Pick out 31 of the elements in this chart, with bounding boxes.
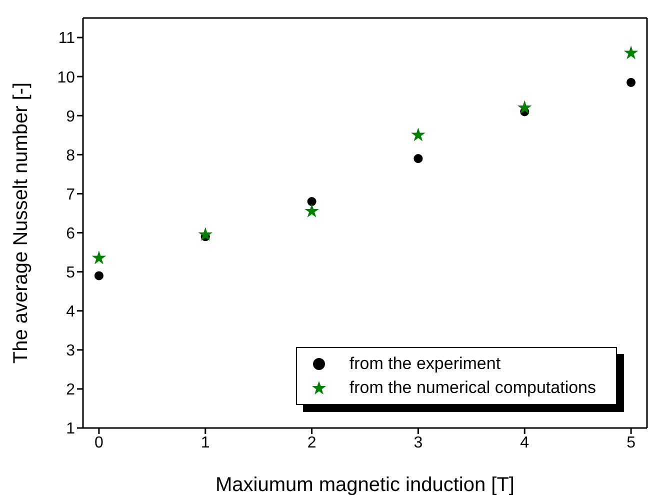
y-tick-label: 2 — [66, 382, 76, 399]
y-tick-label: 6 — [66, 225, 76, 242]
y-tick-label: 8 — [66, 147, 76, 164]
point — [198, 227, 213, 241]
x-tick-label: 3 — [414, 434, 423, 452]
x-tick-label: 0 — [94, 434, 104, 452]
legend-label: from the numerical computations — [349, 377, 596, 399]
point — [626, 78, 636, 87]
legend-label: from the experiment — [349, 353, 501, 375]
x-axis-title: Maxiumum magnetic induction [T] — [215, 474, 515, 495]
y-tick-label: 4 — [66, 304, 76, 321]
x-tick-label: 2 — [307, 434, 316, 452]
point — [624, 46, 638, 60]
y-tick-label: 3 — [66, 342, 76, 360]
x-tick-label: 1 — [200, 434, 210, 452]
point — [304, 204, 319, 218]
y-tick-label: 11 — [58, 30, 76, 48]
y-axis-title: The average Nusselt number [-] — [10, 82, 32, 364]
y-tick-label: 5 — [66, 264, 76, 282]
point — [307, 197, 316, 206]
y-tick-label: 9 — [66, 108, 76, 126]
x-tick-label: 5 — [626, 434, 636, 452]
point — [411, 128, 426, 142]
y-tick-label: 7 — [66, 186, 76, 204]
point — [517, 100, 532, 114]
point — [414, 154, 423, 164]
y-tick-label: 1 — [66, 420, 76, 438]
y-tick-label: 10 — [57, 69, 76, 86]
x-tick-label: 4 — [520, 434, 530, 452]
point — [94, 271, 104, 280]
point — [92, 250, 106, 264]
